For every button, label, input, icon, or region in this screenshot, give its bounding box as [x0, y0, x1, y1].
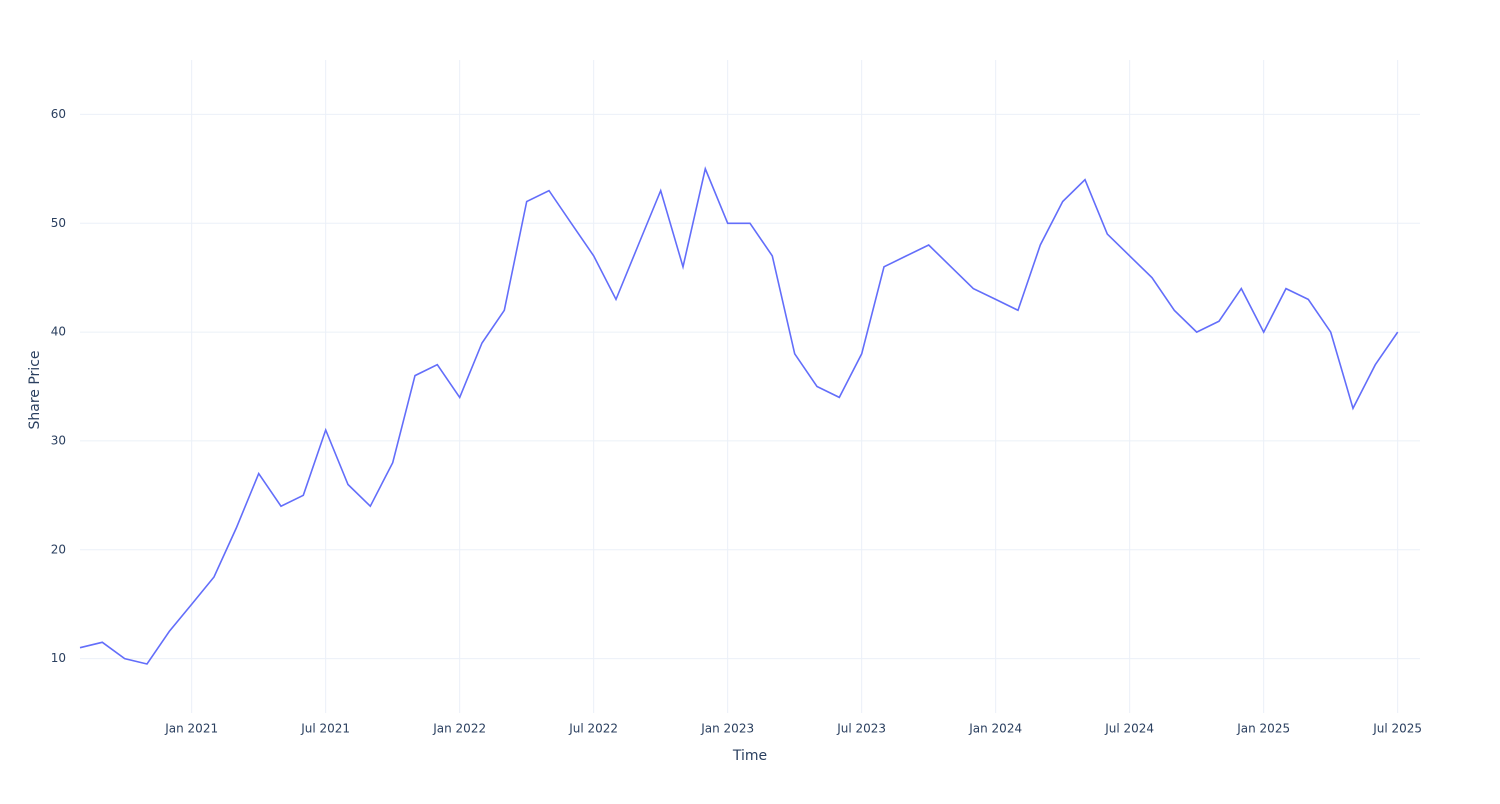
x-tick-label: Jul 2021	[300, 722, 350, 736]
x-tick-label: Jul 2022	[568, 722, 618, 736]
y-tick-label: 60	[51, 107, 66, 121]
x-axis-title: Time	[732, 748, 767, 764]
x-tick-label: Jul 2024	[1104, 722, 1154, 736]
y-axis-title: Share Price	[27, 350, 43, 429]
y-tick-label: 40	[51, 325, 66, 339]
price-line	[79, 166, 1399, 665]
x-tick-label: Jul 2025	[1372, 722, 1422, 736]
x-tick-label: Jan 2022	[432, 722, 486, 736]
x-tick-label: Jan 2024	[968, 722, 1022, 736]
y-tick-label: 30	[51, 433, 66, 447]
y-tick-label: 20	[51, 542, 66, 556]
x-tick-label: Jan 2023	[700, 722, 754, 736]
x-tick-label: Jan 2025	[1236, 722, 1290, 736]
y-tick-label: 50	[51, 216, 66, 230]
x-tick-label: Jul 2023	[836, 722, 886, 736]
y-tick-label: 10	[51, 651, 66, 665]
x-tick-label: Jan 2021	[164, 722, 218, 736]
